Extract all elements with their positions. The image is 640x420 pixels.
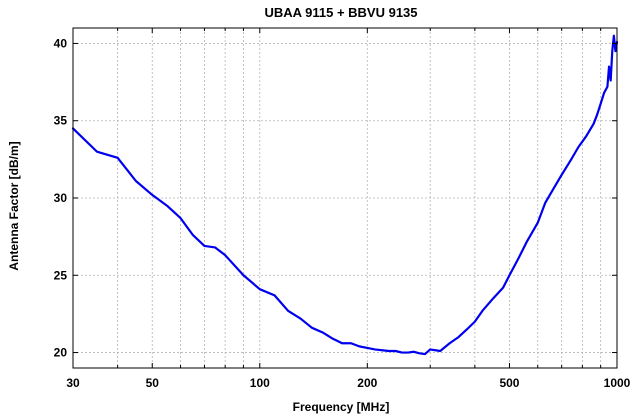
x-axis-label: Frequency [MHz] xyxy=(293,400,390,414)
series-layer xyxy=(71,34,619,356)
x-tick-label: 30 xyxy=(66,376,80,390)
y-tick-label: 35 xyxy=(54,114,68,128)
x-tick-label: 1000 xyxy=(604,376,631,390)
y-tick-labels: 20 25 30 35 40 xyxy=(54,36,68,359)
y-tick-label: 30 xyxy=(54,191,68,205)
x-tick-label: 50 xyxy=(146,376,160,390)
tick-marks xyxy=(72,28,618,368)
y-tick-label: 40 xyxy=(54,36,68,50)
x-tick-label: 200 xyxy=(357,376,377,390)
y-axis-label: Antenna Factor [dB/m] xyxy=(7,141,21,270)
x-tick-label: 100 xyxy=(250,376,270,390)
x-tick-labels: 30 50 100 200 500 1000 xyxy=(66,376,630,390)
series-line xyxy=(71,34,619,356)
y-tick-label: 20 xyxy=(54,346,68,360)
chart-title: UBAA 9115 + BBVU 9135 xyxy=(264,5,417,20)
x-tick-label: 500 xyxy=(499,376,519,390)
y-tick-label: 25 xyxy=(54,268,68,282)
